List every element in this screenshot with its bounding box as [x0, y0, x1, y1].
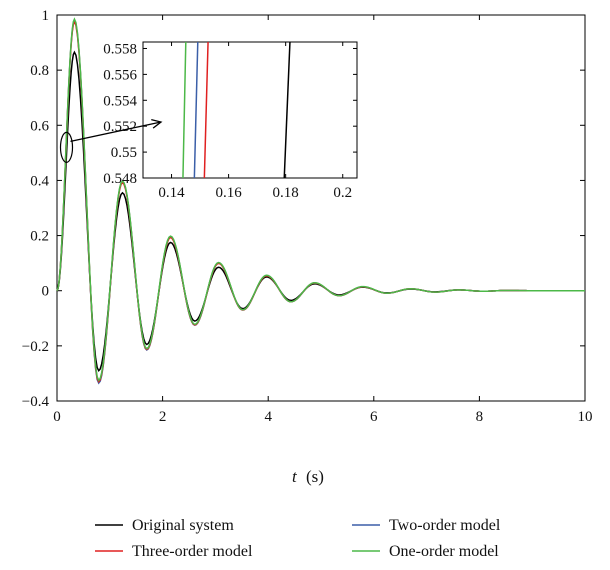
inset-y-tick-label: 0.548	[103, 171, 137, 187]
x-axis-label-var: t	[292, 467, 298, 486]
y-tick-label: 0.6	[30, 118, 49, 134]
y-tick-label: 0.8	[30, 63, 49, 79]
zoom-annotation	[59, 118, 163, 163]
inset-x-tick-label: 0.16	[215, 185, 242, 201]
x-tick-label: 0	[53, 409, 61, 425]
x-tick-label: 4	[264, 409, 272, 425]
y-tick-label: −0.2	[22, 339, 49, 355]
inset-y-tick-label: 0.556	[103, 67, 137, 83]
series-line-one-order-model	[56, 17, 585, 382]
plot-frame	[56, 14, 586, 402]
legend-label: Two-order model	[389, 517, 501, 534]
y-tick-label: 1	[42, 8, 50, 24]
svg-text:t (s): t (s)	[292, 467, 324, 486]
x-tick-label: 6	[370, 409, 378, 425]
inset-y-tick-label: 0.558	[103, 41, 137, 57]
legend-label: One-order model	[389, 543, 499, 560]
inset-y-tick-label: 0.552	[103, 119, 137, 135]
x-axis-label-unit: (s)	[306, 467, 324, 486]
x-axis-label: t (s)	[292, 467, 324, 486]
inset-line-original-system	[283, 41, 291, 179]
main-plot-area: 0 2 4 6 8 10 −0.4 −0.2 0 0.2 0.4 0.6 0.8 1	[22, 8, 593, 425]
inset-line-three-order-model	[203, 41, 209, 179]
legend-label: Three-order model	[132, 543, 253, 560]
inset-frame	[142, 41, 358, 179]
inset-x-tick-label: 0.18	[273, 185, 299, 201]
y-tick-label: 0.2	[30, 229, 49, 245]
y-tick-label: 0	[42, 284, 50, 300]
legend: Original system Three-order model Two-orde…	[95, 517, 501, 560]
inset-line-two-order-model	[193, 41, 199, 179]
y-tick-label: 0.4	[30, 173, 49, 189]
highlight-ellipse	[59, 131, 74, 163]
y-tick-label: −0.4	[22, 394, 50, 410]
zoom-arrow-head	[151, 118, 163, 129]
legend-label: Original system	[132, 517, 234, 534]
inset-y-tick-label: 0.554	[103, 93, 137, 109]
x-tick-label: 8	[476, 409, 484, 425]
x-tick-label: 2	[159, 409, 167, 425]
inset-x-tick-label: 0.14	[158, 185, 185, 201]
zoom-arrow	[70, 121, 162, 142]
inset-x-tick-label: 0.2	[333, 185, 352, 201]
x-tick-label: 10	[578, 409, 593, 425]
zoom-inset: 0.14 0.16 0.18 0.2 0.548 0.55 0.552 0.554 0.556 0…	[103, 41, 358, 201]
inset-line-one-order-model	[182, 41, 187, 179]
inset-y-tick-label: 0.55	[111, 145, 137, 161]
